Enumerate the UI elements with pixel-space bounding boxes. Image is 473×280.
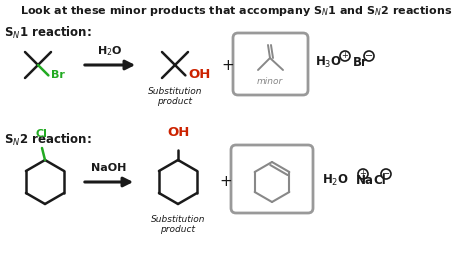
Text: Br: Br xyxy=(52,70,65,80)
Text: product: product xyxy=(158,97,193,106)
Text: OH: OH xyxy=(168,126,190,139)
FancyBboxPatch shape xyxy=(233,33,308,95)
Text: Cl: Cl xyxy=(373,174,386,186)
Text: H$_2$O: H$_2$O xyxy=(97,44,123,58)
Text: +: + xyxy=(219,174,232,190)
Text: +: + xyxy=(342,52,349,60)
Text: product: product xyxy=(160,225,195,234)
Text: OH: OH xyxy=(188,68,211,81)
Text: Na: Na xyxy=(356,174,374,186)
Text: Cl: Cl xyxy=(35,129,47,139)
Text: S$_N$2 reaction:: S$_N$2 reaction: xyxy=(4,132,92,148)
Text: Substitution: Substitution xyxy=(148,87,202,97)
Text: +: + xyxy=(359,169,367,179)
Text: NaOH: NaOH xyxy=(91,163,127,173)
Text: Substitution: Substitution xyxy=(151,216,205,225)
Text: +: + xyxy=(222,57,235,73)
Text: Look at these minor products that accompany S$_N$1 and S$_N$2 reactions: Look at these minor products that accomp… xyxy=(20,4,452,18)
FancyBboxPatch shape xyxy=(231,145,313,213)
Text: −: − xyxy=(365,51,373,61)
Text: H$_3$O: H$_3$O xyxy=(315,54,342,69)
Text: Br: Br xyxy=(353,55,368,69)
Text: minor: minor xyxy=(257,76,283,85)
Text: H$_2$O: H$_2$O xyxy=(322,172,349,188)
Text: S$_N$1 reaction:: S$_N$1 reaction: xyxy=(4,25,92,41)
Text: −: − xyxy=(382,169,390,179)
